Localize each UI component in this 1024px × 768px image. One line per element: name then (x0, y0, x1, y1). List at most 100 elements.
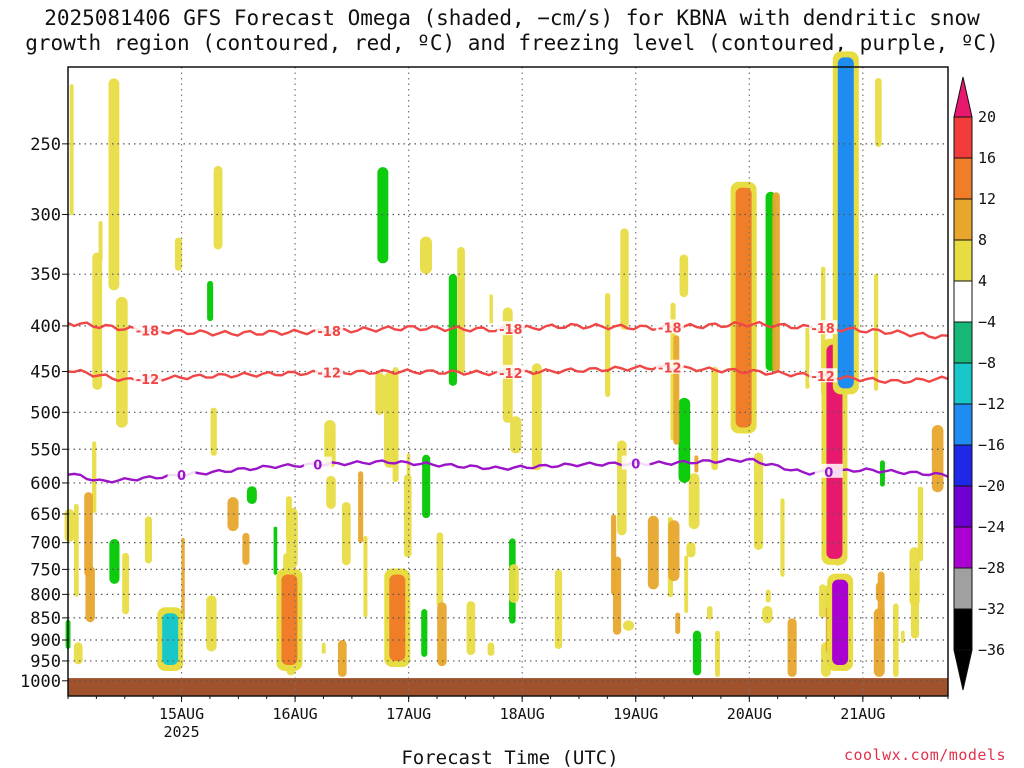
omega-blob (181, 537, 185, 620)
contour-label-bg (315, 364, 344, 379)
contour-label: -18 (811, 322, 835, 337)
colorbar-label: 8 (978, 231, 987, 249)
omega-blob (735, 187, 752, 428)
omega-blob (273, 526, 278, 575)
contour-label-bg (303, 456, 332, 471)
y-tick-label: 250 (30, 135, 61, 155)
omega-blob (684, 555, 689, 613)
colorbar-box (953, 567, 973, 610)
contour-layer: -18 -18 -18 -18 -18 -12 -12 -12 -12 -12 0 0 0 0 (67, 319, 949, 484)
contour-label: 0 (177, 469, 186, 484)
colorbar-label: −20 (978, 477, 1005, 495)
omega-blob (109, 539, 120, 584)
colorbar-label: 20 (978, 108, 996, 126)
x-tick-label: 18AUG (500, 705, 545, 723)
omega-blob (98, 221, 103, 261)
omega-blob (174, 237, 183, 271)
axes-layer: 2503003504004505005506006507007508008509… (20, 66, 949, 741)
omega-blob (679, 254, 689, 298)
colorbar-label: −36 (978, 641, 1005, 659)
omega-blob (403, 474, 412, 558)
colorbar-box (953, 403, 973, 446)
colorbar-label: −28 (978, 559, 1005, 577)
contour-label-bg (814, 463, 843, 478)
contour-line (67, 457, 949, 484)
contour-label-bg (655, 359, 684, 374)
omega-blob (762, 605, 773, 624)
x-tick-label: 19AUG (613, 705, 658, 723)
x-tick-label: 20AUG (727, 705, 772, 723)
omega-blob (510, 416, 522, 454)
contour-label-bg (315, 323, 344, 338)
omega-blob (422, 454, 431, 519)
colorbar-label: −8 (978, 354, 996, 372)
omega-blob (84, 492, 93, 577)
colorbar-box (953, 526, 973, 569)
omega-blob (622, 620, 635, 631)
colorbar-label: 16 (978, 149, 996, 167)
colorbar-label: 12 (978, 190, 996, 208)
y-tick-label: 400 (30, 317, 61, 337)
omega-blob (286, 507, 298, 569)
colorbar-box (953, 485, 973, 528)
contour-label: -12 (317, 367, 341, 382)
contour-label-bg (809, 320, 838, 335)
omega-blob (421, 609, 428, 657)
watermark: coolwx.com/models (843, 746, 1006, 764)
contour-label: -12 (136, 373, 160, 388)
omega-shading-layer (64, 51, 944, 677)
omega-blob (874, 273, 879, 391)
omega-blob (715, 630, 720, 677)
contour-label-bg (133, 322, 162, 337)
omega-blob (668, 520, 680, 582)
y-tick-label: 700 (30, 534, 61, 554)
omega-blob (383, 372, 396, 468)
contour-label: -12 (811, 370, 835, 385)
colorbar-label: 4 (978, 272, 987, 290)
x-axis-label: Forecast Time (UTC) (401, 747, 618, 768)
y-tick-label: 450 (30, 363, 61, 383)
x-tick-label: 16AUG (273, 705, 318, 723)
omega-blob (837, 57, 854, 389)
colorbar-box (953, 280, 973, 323)
omega-blob (692, 630, 702, 676)
omega-blob (406, 453, 411, 481)
colorbar-box (953, 116, 973, 159)
contour-label: -18 (136, 325, 160, 340)
contour-label: 0 (631, 458, 640, 473)
chart-title-line1: 2025081406 GFS Forecast Omega (shaded, −… (44, 6, 980, 30)
colorbar-box (953, 321, 973, 364)
omega-blob (420, 236, 432, 275)
colorbar-box (953, 444, 973, 487)
omega-blob (144, 516, 153, 564)
colorbar-top-arrow (953, 76, 973, 118)
omega-blob (647, 515, 659, 590)
omega-blob (531, 363, 542, 471)
chart-title-line2: growth region (contoured, red, ºC) and f… (25, 31, 999, 55)
omega-blob (780, 498, 785, 577)
omega-blob (772, 192, 780, 372)
omega-blob (436, 532, 444, 607)
omega-blob (707, 606, 713, 620)
y-tick-label: 350 (30, 265, 61, 285)
omega-blob (210, 407, 217, 456)
colorbar: 20 16 12 8 4 −4 −8 −12 −16 −20 −24 −28 −32 −36 (953, 76, 1005, 691)
contour-label: 0 (313, 459, 322, 474)
x-tick-label: 17AUG (386, 705, 431, 723)
omega-blob (377, 167, 389, 264)
contour-label: 0 (824, 466, 833, 481)
omega-blob (931, 425, 944, 493)
ground-layer (68, 678, 948, 696)
omega-blob (73, 504, 79, 597)
contour-label: -12 (499, 367, 523, 382)
omega-blob (819, 584, 827, 619)
contour-label: -18 (499, 323, 523, 338)
omega-blob (688, 473, 700, 530)
contour-label-bg (621, 455, 650, 470)
omega-blob (207, 280, 214, 322)
omega-blob (321, 642, 326, 654)
omega-blob (389, 574, 406, 661)
omega-blob (363, 535, 368, 618)
omega-blob (805, 327, 810, 389)
contour-label: -18 (317, 325, 341, 340)
